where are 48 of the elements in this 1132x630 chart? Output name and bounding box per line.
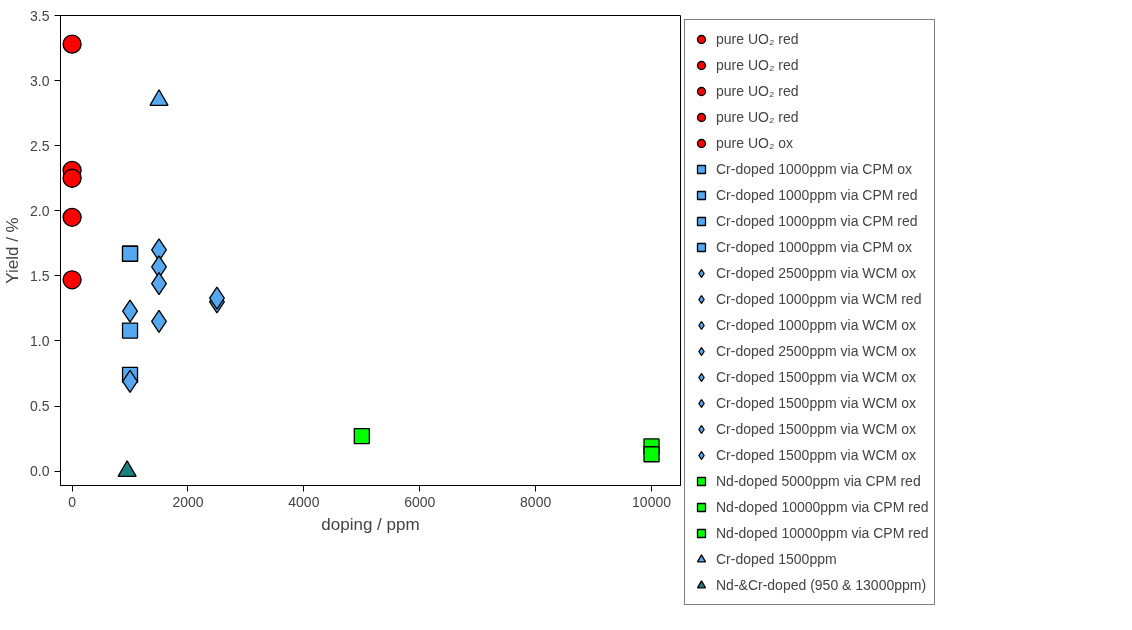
y-tick-label: 2.0 (30, 202, 50, 219)
legend-label: Cr-doped 1000ppm via WCM ox (716, 316, 916, 335)
legend-label: pure UO₂ ox (716, 134, 794, 153)
x-tick-label: 0 (68, 493, 77, 510)
y-tick-label: 3.0 (30, 72, 50, 89)
y-tick-label: 2.5 (30, 137, 50, 154)
point (122, 369, 139, 393)
x-tick-label: 2000 (172, 493, 204, 510)
legend-label: Cr-doped 2500ppm via WCM ox (716, 264, 916, 283)
legend-label: pure UO₂ red (716, 30, 799, 49)
point (122, 299, 139, 323)
point (62, 168, 82, 188)
x-tick-label: 4000 (288, 493, 320, 510)
legend-label: Cr-doped 1000ppm via CPM ox (716, 238, 913, 257)
legend-label: pure UO₂ red (716, 56, 799, 75)
legend-label: Cr-doped 1000ppm via WCM red (716, 290, 922, 309)
legend-label: Cr-doped 1000ppm via CPM ox (716, 160, 913, 179)
legend-label: Cr-doped 1500ppm (716, 550, 837, 569)
legend-label: Cr-doped 1500ppm via WCM ox (716, 446, 916, 465)
legend-label: Cr-doped 2500ppm via WCM ox (716, 342, 916, 361)
legend-label: pure UO₂ red (716, 82, 799, 101)
legend-label: Cr-doped 1000ppm via CPM red (716, 186, 918, 205)
y-axis-title: Yield / % (3, 217, 23, 284)
legend-label: Cr-doped 1500ppm via WCM ox (716, 368, 916, 387)
point (353, 427, 370, 445)
y-tick-label: 1.0 (30, 332, 50, 349)
y-tick-label: 1.5 (30, 267, 50, 284)
legend-label: Nd-&Cr-doped (950 & 13000ppm) (716, 576, 927, 595)
x-axis-title: doping / ppm (321, 514, 420, 534)
point (62, 34, 82, 54)
y-tick-label: 0.5 (30, 398, 50, 415)
x-tick-label: 10000 (632, 493, 672, 510)
x-tick-label: 8000 (520, 493, 552, 510)
point (62, 207, 82, 227)
point (208, 286, 225, 310)
point (121, 322, 139, 339)
legend-label: Cr-doped 1500ppm via WCM ox (716, 394, 916, 413)
legend-label: Cr-doped 1500ppm via WCM ox (716, 420, 916, 439)
point (62, 270, 82, 290)
legend-label: Cr-doped 1000ppm via CPM red (716, 212, 918, 231)
legend-label: Nd-doped 10000ppm via CPM red (716, 524, 929, 543)
point (643, 446, 660, 463)
y-tick-label: 3.5 (30, 7, 50, 24)
legend-label: Nd-doped 10000ppm via CPM red (716, 498, 929, 517)
y-tick-label: 0.0 (30, 463, 50, 480)
x-tick-label: 6000 (404, 493, 436, 510)
legend-label: Nd-doped 5000ppm via CPM red (716, 472, 921, 491)
legend-label: pure UO₂ red (716, 108, 799, 127)
